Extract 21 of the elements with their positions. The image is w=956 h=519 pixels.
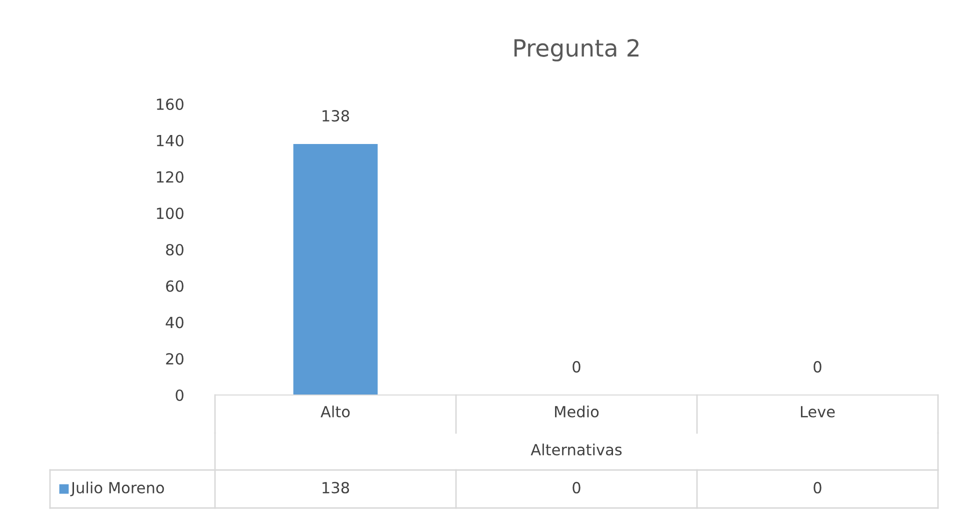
x-tick-label: Leve [800,406,835,418]
data-label: 0 [572,361,580,373]
data-label: 0 [814,361,822,373]
y-tick-label: 0 [176,389,184,402]
y-tick-label: 80 [166,244,184,256]
y-tick-label: 120 [156,171,184,183]
chart-title: Pregunta 2 [514,38,638,62]
y-tick-label: 160 [156,98,184,110]
text: 0 [572,482,580,494]
data-label: 138 [322,110,350,122]
legend-label: Julio Moreno [70,482,164,496]
y-tick-label: 20 [166,353,184,365]
y-tick-label: 140 [156,134,184,146]
y-tick-label: 60 [166,280,184,292]
x-tick-label: Medio [555,406,599,418]
y-tick-label: 40 [166,316,184,328]
y-tick-label: 100 [156,208,184,220]
x-tick-label: Alto [320,406,350,418]
x-axis-title: Alternativas [530,444,622,456]
text: 0 [814,482,822,494]
text: 138 [322,482,350,494]
